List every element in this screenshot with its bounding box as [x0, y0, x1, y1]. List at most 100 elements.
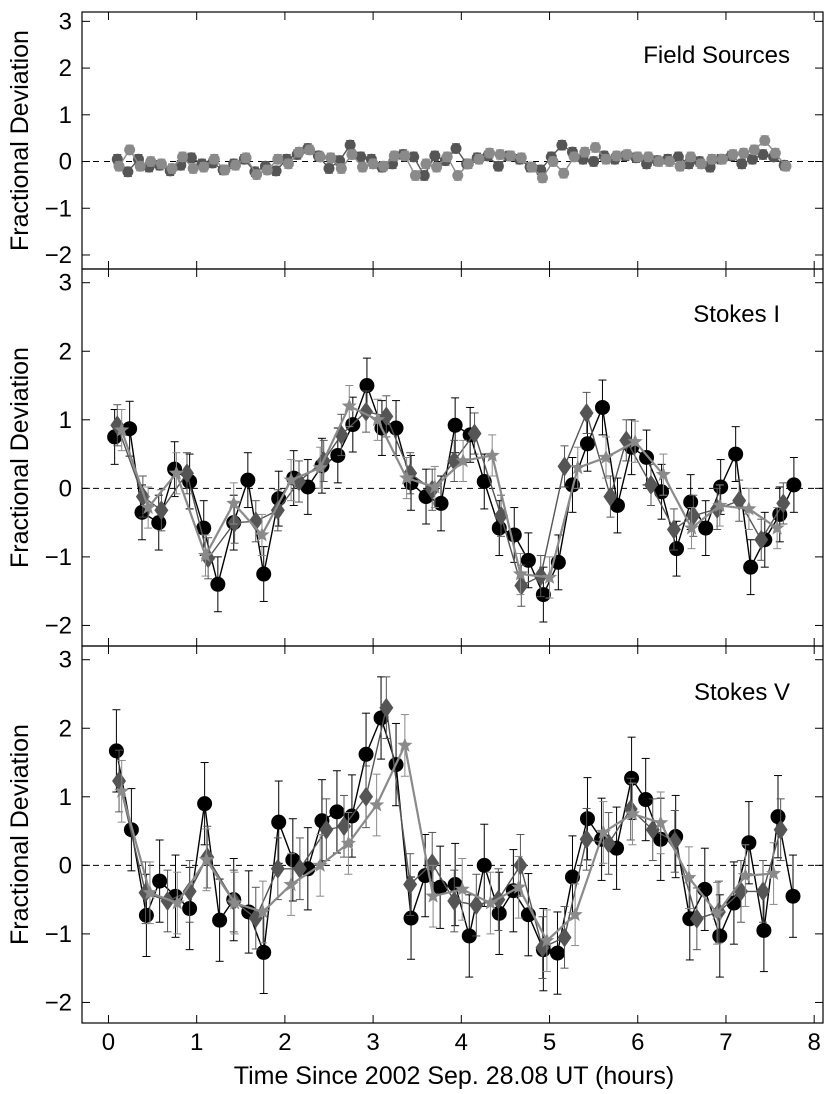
data-point-circle [669, 541, 685, 557]
data-point-diamond [643, 474, 658, 495]
data-point-diamond [403, 874, 418, 895]
data-point-circle [433, 495, 449, 511]
data-point-diamond [666, 519, 681, 540]
data-point-circle [420, 158, 432, 170]
data-point-star [482, 895, 499, 910]
data-point-diamond [292, 858, 307, 879]
y-tick-label: −1 [45, 921, 72, 948]
data-point-circle [271, 814, 287, 830]
data-point-circle [642, 151, 654, 163]
y-tick-label: 0 [59, 852, 72, 879]
data-point-circle [547, 156, 559, 168]
data-point-circle [556, 139, 568, 151]
data-point-circle [197, 796, 213, 812]
data-point-star [312, 459, 328, 475]
data-point-circle [403, 910, 419, 926]
data-point-diamond [601, 833, 616, 854]
data-point-circle [399, 150, 411, 162]
data-point-circle [780, 160, 792, 172]
data-point-diamond [689, 908, 704, 929]
data-point-circle [240, 472, 256, 488]
data-point-circle [122, 166, 134, 178]
data-point-circle [229, 159, 241, 171]
x-tick-label: 0 [102, 1029, 115, 1056]
data-point-star [197, 547, 214, 562]
data-point-circle [588, 156, 600, 168]
y-tick-label: 2 [59, 338, 72, 365]
x-tick-label: 7 [719, 1029, 732, 1056]
y-axis-label: Fractional Deviation [6, 30, 34, 251]
data-point-circle [335, 163, 347, 175]
data-point-circle [461, 928, 477, 944]
data-point-circle [564, 869, 580, 885]
y-tick-label: −1 [45, 195, 72, 222]
series-line [116, 410, 784, 587]
data-point-star [454, 881, 470, 896]
data-point-diamond [469, 895, 484, 916]
series-line [118, 139, 787, 179]
data-point-circle [494, 149, 506, 161]
data-point-circle [134, 160, 146, 172]
panel-stokes-v: −2 −1 0 1 2 3 Fractional Deviation Stokes V [6, 645, 824, 1024]
data-point-diamond [160, 890, 175, 911]
data-point-diamond [732, 490, 747, 511]
data-point-circle [325, 152, 337, 164]
data-point-star [741, 500, 757, 516]
data-point-star [140, 499, 156, 515]
series-0 [107, 357, 802, 623]
data-point-star [769, 520, 785, 535]
data-point-circle [741, 835, 757, 851]
x-tick-label: 2 [278, 1029, 291, 1056]
data-point-circle [251, 169, 263, 181]
data-point-circle [476, 473, 492, 489]
data-point-circle [441, 151, 453, 163]
data-point-circle [683, 494, 699, 510]
data-point-circle [212, 912, 228, 928]
y-tick-label: 1 [59, 407, 72, 434]
data-point-circle [155, 158, 167, 170]
panel-title: Field Sources [643, 42, 790, 69]
panel-title: Stokes V [694, 679, 790, 706]
data-point-diamond [379, 406, 394, 427]
data-point-star [227, 895, 243, 910]
data-point-diamond [754, 529, 769, 550]
data-point-circle [270, 165, 282, 177]
data-point-circle [579, 811, 595, 827]
data-point-diamond [379, 697, 394, 718]
data-point-circle [473, 153, 485, 165]
data-point-star [598, 449, 614, 464]
data-point-diamond [248, 511, 263, 532]
data-point-circle [638, 792, 654, 808]
data-point-star [399, 470, 415, 485]
y-tick-label: −2 [45, 989, 72, 1016]
y-tick-label: −2 [45, 242, 72, 269]
data-point-star [455, 452, 471, 468]
data-point-circle [240, 152, 252, 164]
data-point-star [397, 737, 413, 752]
data-point-star [653, 814, 669, 830]
data-point-circle [429, 150, 441, 162]
y-tick-label: 0 [59, 475, 72, 502]
data-point-circle [769, 147, 781, 159]
series-1 [110, 390, 791, 607]
data-point-circle [138, 907, 154, 923]
y-tick-label: 3 [59, 647, 72, 674]
data-point-circle [346, 149, 358, 161]
data-point-diamond [359, 786, 374, 807]
data-point-star [340, 835, 357, 850]
y-tick-label: −1 [45, 544, 72, 571]
data-point-diamond [603, 486, 618, 507]
data-point-circle [314, 151, 326, 163]
data-point-circle [122, 421, 138, 437]
data-point-circle [219, 164, 231, 176]
data-point-circle [738, 147, 750, 159]
data-point-star [709, 905, 725, 920]
data-point-circle [639, 450, 655, 465]
data-point-diamond [227, 512, 242, 533]
data-point-diamond [686, 505, 701, 526]
x-axis-label: Time Since 2002 Sep. 28.08 UT (hours) [234, 1062, 675, 1090]
data-point-circle [450, 142, 462, 154]
data-point-star [712, 497, 728, 512]
data-point-circle [431, 161, 443, 173]
series-2 [114, 714, 782, 973]
